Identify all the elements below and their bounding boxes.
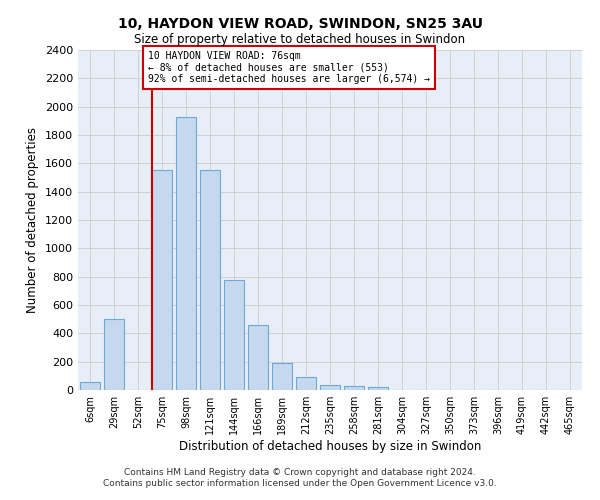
Bar bbox=[248, 325, 268, 390]
Text: 10, HAYDON VIEW ROAD, SWINDON, SN25 3AU: 10, HAYDON VIEW ROAD, SWINDON, SN25 3AU bbox=[118, 18, 482, 32]
X-axis label: Distribution of detached houses by size in Swindon: Distribution of detached houses by size … bbox=[179, 440, 481, 453]
Bar bbox=[104, 319, 124, 390]
Bar bbox=[320, 385, 340, 390]
Text: Size of property relative to detached houses in Swindon: Size of property relative to detached ho… bbox=[134, 32, 466, 46]
Bar bbox=[296, 378, 316, 390]
Bar bbox=[80, 382, 100, 390]
Bar bbox=[368, 387, 388, 390]
Y-axis label: Number of detached properties: Number of detached properties bbox=[26, 127, 40, 313]
Text: 10 HAYDON VIEW ROAD: 76sqm
← 8% of detached houses are smaller (553)
92% of semi: 10 HAYDON VIEW ROAD: 76sqm ← 8% of detac… bbox=[148, 50, 430, 84]
Bar bbox=[344, 386, 364, 390]
Text: Contains HM Land Registry data © Crown copyright and database right 2024.
Contai: Contains HM Land Registry data © Crown c… bbox=[103, 468, 497, 487]
Bar bbox=[272, 363, 292, 390]
Bar bbox=[200, 170, 220, 390]
Bar bbox=[152, 170, 172, 390]
Bar bbox=[224, 280, 244, 390]
Bar bbox=[176, 116, 196, 390]
